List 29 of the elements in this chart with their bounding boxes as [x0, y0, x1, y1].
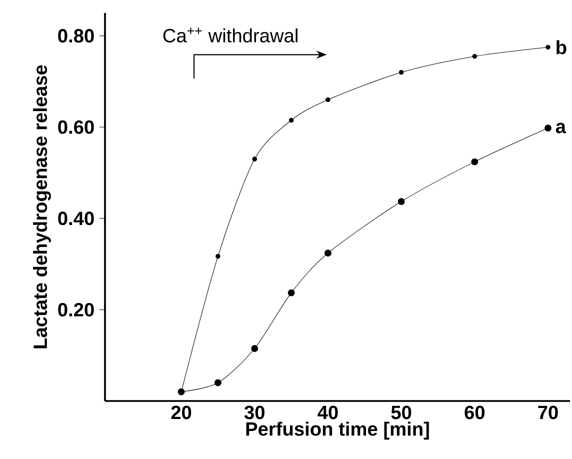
- point: [326, 97, 330, 102]
- point: [214, 379, 222, 386]
- point: [324, 250, 332, 257]
- point: [544, 124, 552, 132]
- y-tick-label: 0.80: [58, 29, 94, 43]
- x-tick-label: 60: [464, 406, 485, 420]
- x-tick-label: 20: [171, 406, 192, 420]
- y-axis-title: Lactate dehydrogenase release: [33, 65, 51, 348]
- series-label: a: [556, 122, 566, 134]
- x-tick-label: 50: [391, 406, 412, 420]
- x-tick-label: 70: [538, 406, 558, 420]
- point: [288, 289, 295, 296]
- point: [398, 198, 405, 205]
- point: [252, 156, 258, 162]
- point: [472, 54, 478, 59]
- annotation: Ca$^{++}$ withdrawal: [163, 28, 298, 42]
- point: [471, 158, 478, 166]
- x-tick-label: 40: [318, 406, 338, 420]
- series-label: b: [556, 40, 566, 54]
- y-tick-label: 0.60: [58, 120, 94, 134]
- y-tick-label: 0.20: [58, 302, 94, 316]
- point: [216, 254, 220, 259]
- point: [398, 70, 404, 75]
- point: [251, 345, 258, 352]
- point: [546, 44, 550, 50]
- x-axis-title: Perfusion time [min]: [246, 422, 429, 440]
- y-tick-label: 0.40: [58, 212, 94, 226]
- point: [288, 118, 294, 123]
- x-tick-label: 30: [244, 406, 264, 420]
